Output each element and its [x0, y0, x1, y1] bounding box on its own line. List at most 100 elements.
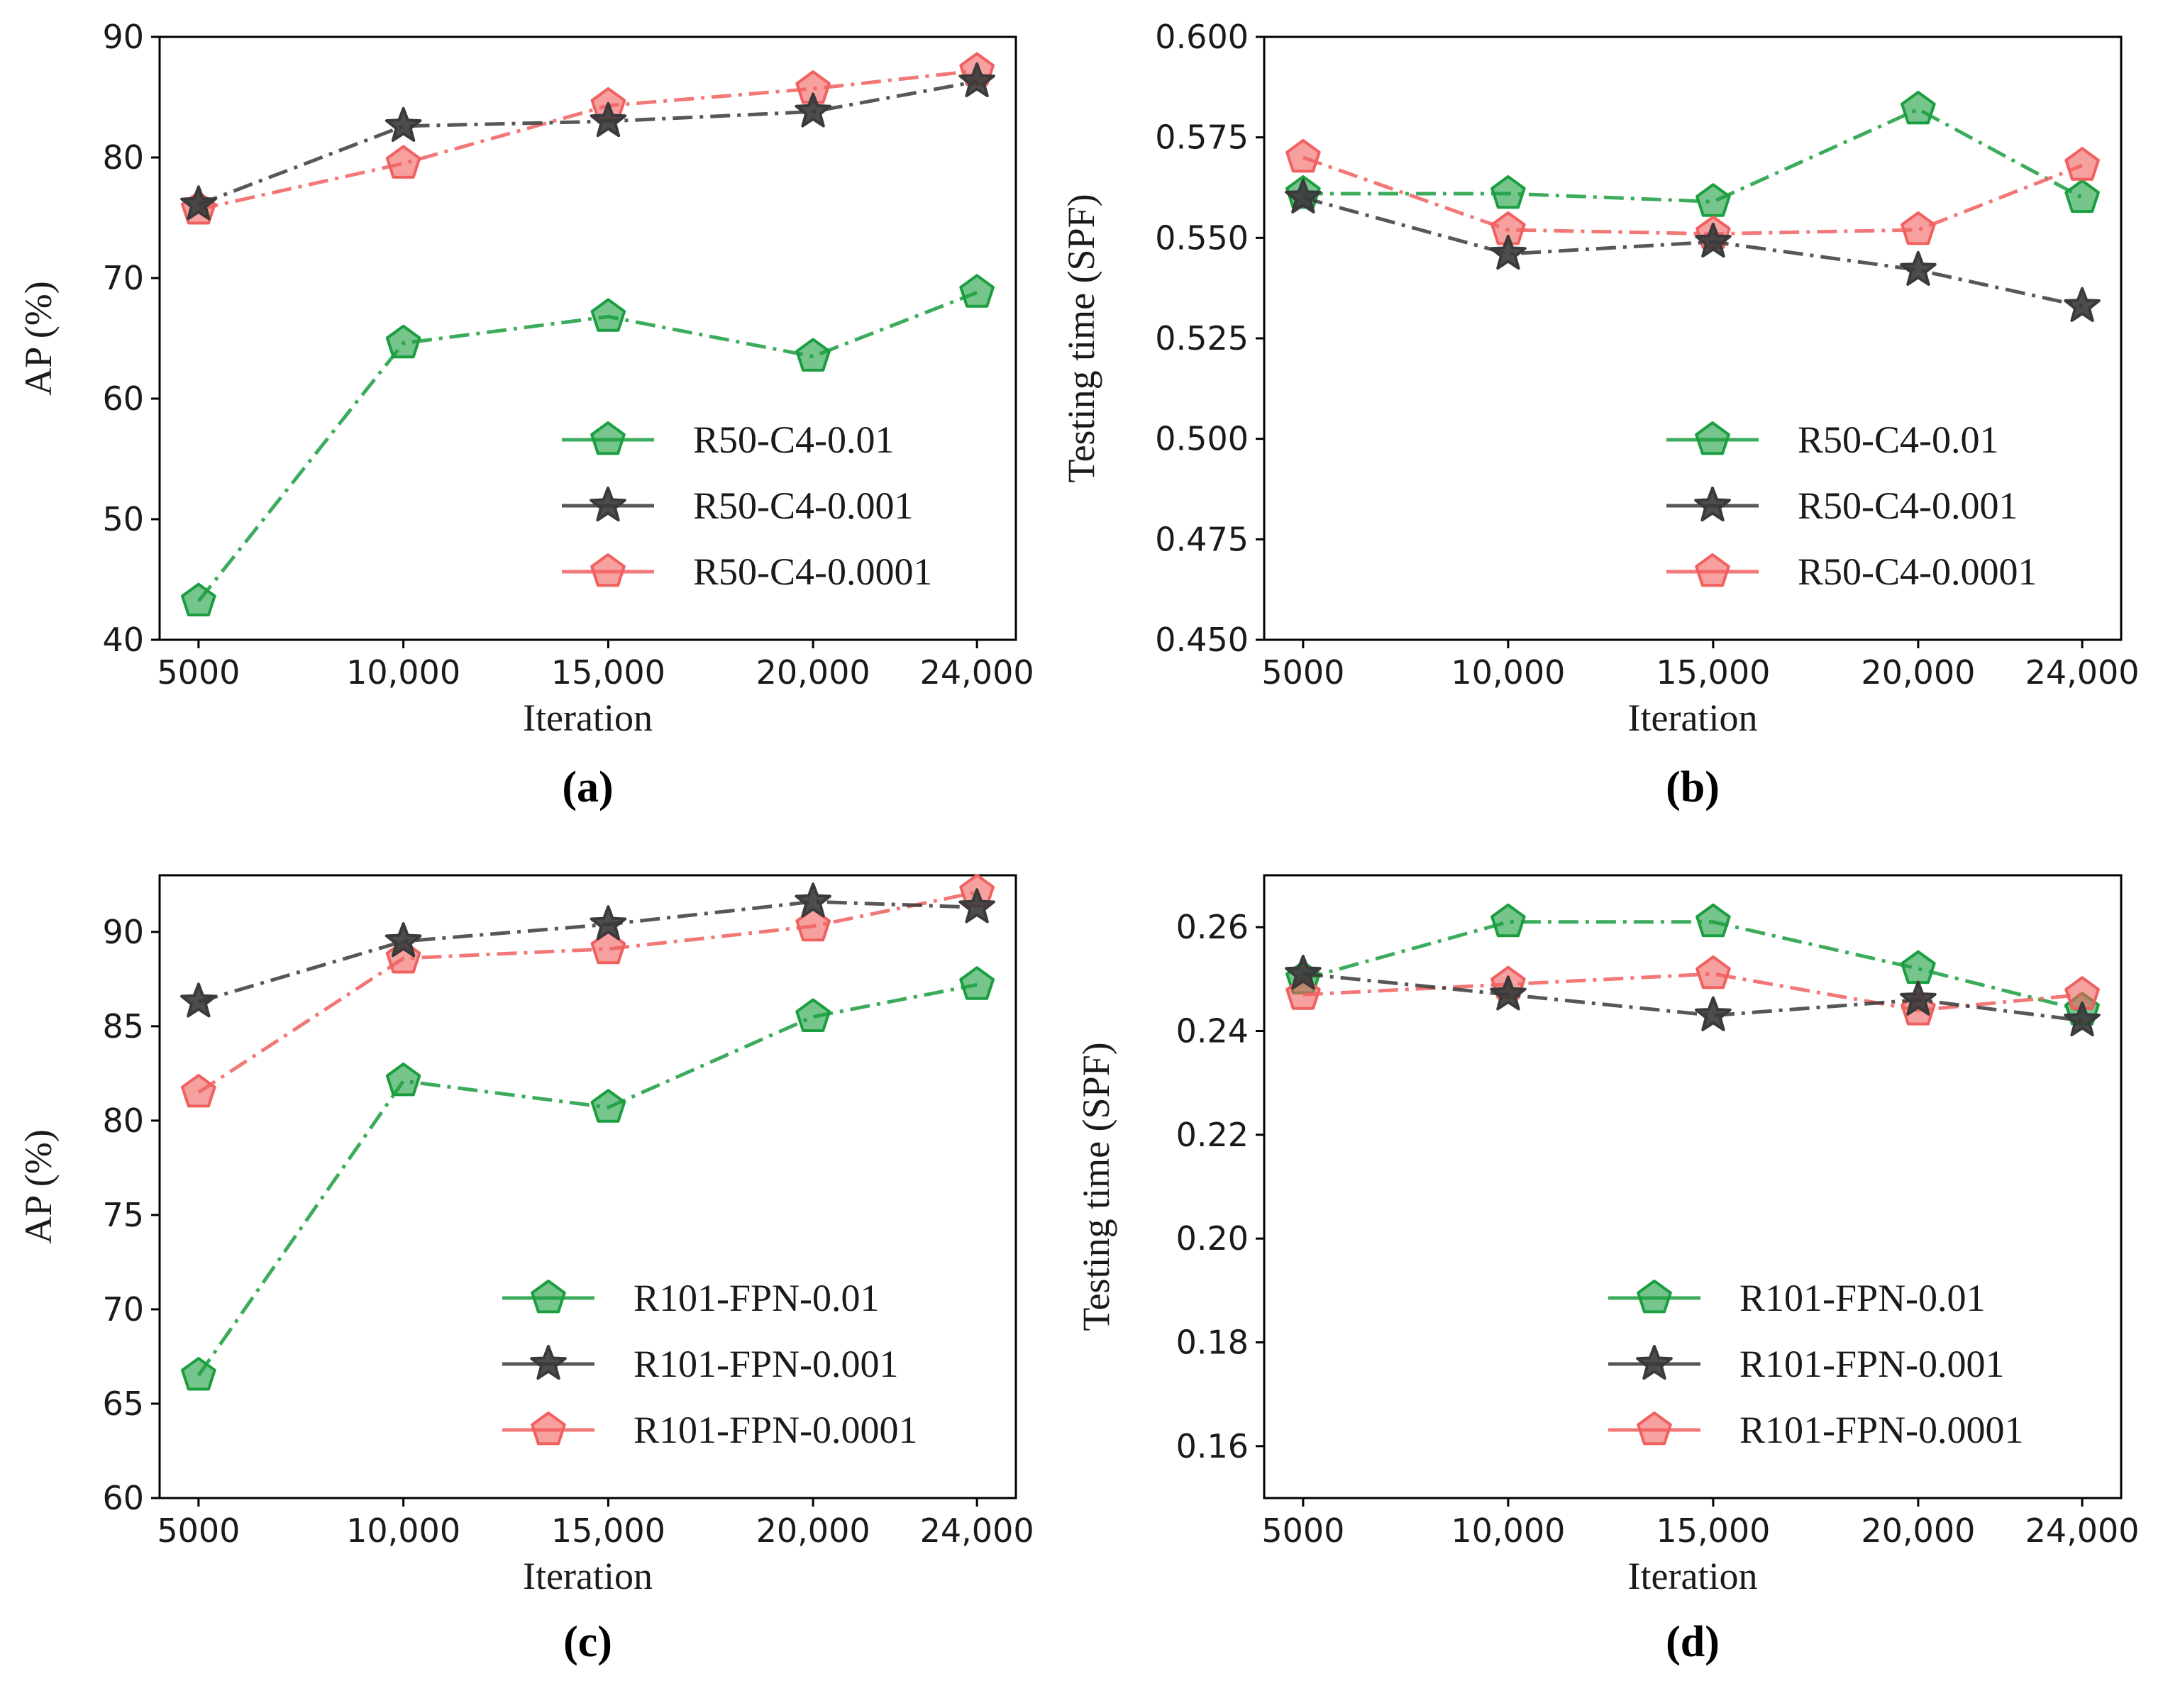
series-R101-FPN-0.0001	[181, 873, 995, 1108]
legend-marker	[590, 487, 626, 522]
series-R101-FPN-0.001	[180, 882, 995, 1018]
series-R50-C4-0.001	[1285, 178, 2101, 322]
x-tick-label: 10,000	[1451, 1512, 1565, 1550]
x-tick-label: 24,000	[2025, 653, 2140, 692]
x-tick-label: 20,000	[1861, 1512, 1975, 1550]
legend-label: R101-FPN-0.0001	[634, 1409, 918, 1451]
x-tick-label: 24,000	[2025, 1512, 2140, 1550]
data-point	[795, 907, 831, 942]
series-R50-C4-0.01	[1285, 91, 2100, 217]
legend-marker	[530, 1345, 567, 1380]
series-line	[1302, 972, 2083, 1012]
legend-marker	[590, 553, 626, 587]
data-point	[1901, 91, 1936, 125]
data-point	[958, 62, 995, 98]
y-tick-label: 80	[102, 138, 144, 177]
data-point	[590, 1089, 626, 1123]
y-tick-label: 0.20	[1176, 1219, 1249, 1258]
data-point	[1695, 223, 1732, 258]
y-tick-label: 75	[102, 1196, 144, 1234]
legend-label: R50-C4-0.0001	[1798, 550, 2037, 593]
data-point	[1285, 955, 1322, 990]
data-point	[180, 185, 217, 221]
y-tick-label: 0.475	[1155, 520, 1249, 558]
chart-panel-c: 5000 10,000 15,000 20,000 24,000 60 65 70 75 80 85…	[17, 873, 1034, 1666]
data-point	[385, 1063, 421, 1097]
x-tick-label: 20,000	[1861, 653, 1975, 692]
legend-marker	[1636, 1345, 1673, 1380]
x-tick-label: 24,000	[920, 653, 1034, 692]
series-line	[198, 69, 978, 211]
y-tick-label: 0.26	[1176, 908, 1249, 946]
data-point	[795, 998, 831, 1032]
x-axis-title: Iteration	[1628, 697, 1758, 739]
legend-entry: R50-C4-0.001	[1666, 484, 2018, 527]
legend-label: R50-C4-0.01	[693, 418, 895, 461]
data-point	[1490, 903, 1526, 938]
series-line	[198, 79, 978, 206]
data-point	[1900, 980, 1937, 1016]
legend-entry: R50-C4-0.01	[562, 418, 895, 461]
y-tick-label: 40	[102, 621, 144, 659]
legend-marker	[590, 421, 626, 455]
data-point	[590, 298, 626, 332]
data-point	[1285, 139, 1321, 173]
series-line	[1302, 196, 2083, 309]
y-tick-label: 80	[102, 1102, 144, 1140]
y-tick-label: 70	[102, 259, 144, 297]
legend-entry: R101-FPN-0.0001	[502, 1409, 918, 1451]
plot-frame	[158, 35, 1017, 641]
legend-marker	[1637, 1280, 1672, 1314]
legend-entry: R101-FPN-0.0001	[1608, 1409, 2024, 1451]
legend-marker	[1695, 421, 1730, 455]
y-tick-label: 90	[102, 913, 144, 951]
x-tick-label: 5000	[157, 1512, 240, 1550]
y-tick-label: 85	[102, 1007, 144, 1046]
data-point	[795, 882, 831, 918]
y-tick-label: 0.550	[1155, 218, 1249, 257]
data-point	[2064, 1001, 2101, 1037]
data-point	[1695, 903, 1731, 938]
legend-label: R101-FPN-0.01	[634, 1277, 880, 1319]
y-axis-title: AP (%)	[17, 1129, 60, 1243]
x-tick-label: 5000	[157, 653, 240, 692]
x-axis-title: Iteration	[523, 697, 653, 739]
y-tick-label: 90	[102, 18, 144, 56]
y-axis-title: Testing time (SPF)	[1060, 194, 1102, 482]
x-tick-label: 20,000	[756, 653, 870, 692]
data-point	[1695, 996, 1732, 1031]
y-tick-label: 0.450	[1155, 621, 1249, 659]
y-tick-label: 70	[102, 1290, 144, 1329]
data-point	[181, 1074, 216, 1108]
y-tick-label: 0.575	[1155, 118, 1249, 157]
legend-entry: R101-FPN-0.001	[502, 1343, 899, 1385]
legend-label: R50-C4-0.01	[1798, 418, 1999, 461]
y-tick-label: 0.22	[1176, 1116, 1249, 1154]
y-tick-label: 0.500	[1155, 420, 1249, 458]
series-R101-FPN-0.01	[181, 966, 995, 1391]
data-point	[1490, 975, 1527, 1011]
legend-label: R101-FPN-0.01	[1739, 1277, 1986, 1319]
plot-frame	[158, 874, 1017, 1499]
legend-entry: R50-C4-0.01	[1666, 418, 1999, 461]
panel-caption: (d)	[1666, 1618, 1720, 1666]
y-tick-label: 60	[102, 379, 144, 418]
data-point	[2064, 287, 2101, 322]
x-axis-title: Iteration	[1628, 1555, 1758, 1597]
legend: R50-C4-0.01 R50-C4-0.001 R50-C4-0.0001	[562, 418, 933, 593]
x-tick-label: 20,000	[756, 1512, 870, 1550]
x-tick-label: 15,000	[551, 653, 665, 692]
data-point	[958, 888, 995, 924]
series-line	[1302, 155, 2084, 236]
x-tick-label: 15,000	[551, 1512, 665, 1550]
legend-marker	[1695, 553, 1730, 587]
legend-entry: R50-C4-0.0001	[1666, 550, 2037, 593]
legend-label: R50-C4-0.001	[693, 484, 914, 527]
data-point	[385, 922, 422, 958]
plot-frame	[1263, 35, 2123, 641]
plot-frame	[1263, 874, 2123, 1499]
legend: R50-C4-0.01 R50-C4-0.001 R50-C4-0.0001	[1666, 418, 2037, 593]
x-tick-label: 15,000	[1656, 653, 1770, 692]
data-point	[1695, 955, 1731, 989]
